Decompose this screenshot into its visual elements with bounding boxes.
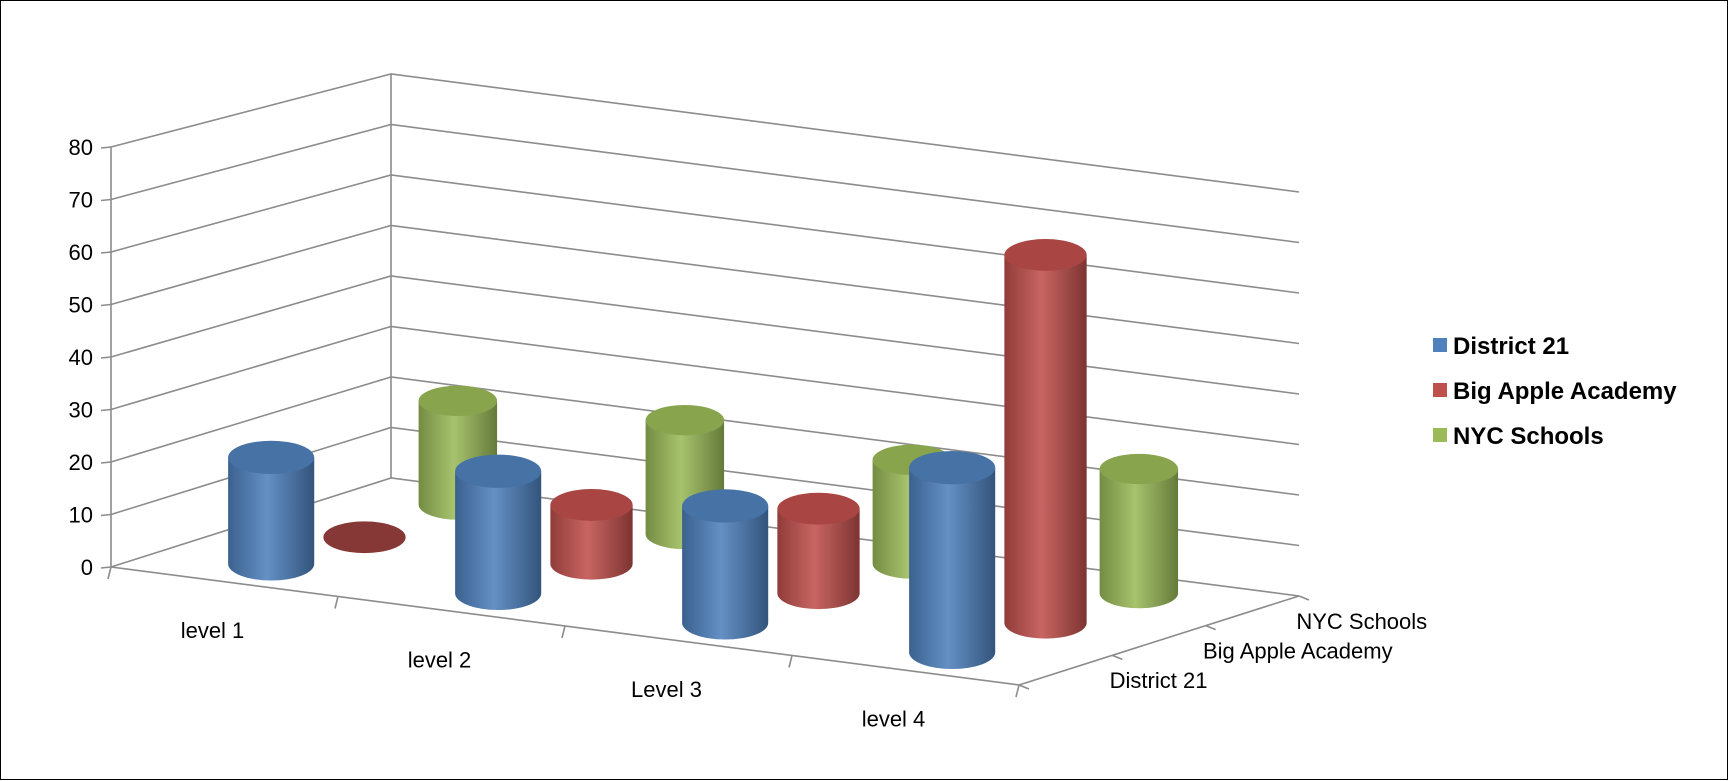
x-tick-label: level 4 (862, 706, 926, 731)
depth-tick-label: Big Apple Academy (1203, 639, 1393, 664)
gridline (110, 224, 1300, 345)
bar-top (1004, 239, 1087, 271)
bar-top (1099, 453, 1179, 485)
bar (1099, 453, 1179, 609)
y-tick-label: 50 (69, 293, 93, 318)
gridline (110, 123, 1300, 244)
bar (455, 454, 542, 611)
legend-swatch (1433, 383, 1447, 397)
bars (228, 239, 1179, 670)
y-tick-label: 20 (69, 450, 93, 475)
chart-walls (110, 73, 1300, 597)
gridline (110, 174, 1300, 294)
bar (228, 440, 315, 581)
x-tick (1015, 684, 1020, 698)
bar-body (1099, 469, 1179, 609)
y-tick (100, 566, 112, 569)
y-tick (100, 198, 112, 202)
bar-top (323, 521, 406, 554)
depth-axis-line (1018, 595, 1300, 686)
bar-body (909, 467, 996, 670)
bar-top (909, 450, 996, 485)
legend-swatch (1433, 428, 1447, 442)
depth-tick (1018, 684, 1030, 690)
legend-swatch (1433, 338, 1447, 352)
y-tick (100, 251, 112, 254)
bar (909, 450, 996, 670)
y-tick-label: 10 (69, 503, 93, 528)
bar-body (1004, 254, 1087, 639)
depth-tick (1205, 624, 1216, 631)
x-tick (788, 655, 793, 668)
y-tick (100, 356, 112, 359)
bar-top (777, 492, 860, 525)
x-tick-label: level 2 (408, 647, 472, 672)
legend-label: Big Apple Academy (1453, 378, 1677, 405)
gridline (110, 275, 1300, 395)
depth-axis-labels: District 21 Big Apple Academy NYC Schools (1018, 595, 1427, 693)
y-tick-label: 40 (69, 345, 93, 370)
bar (1004, 239, 1087, 639)
y-axis-ticks: 0 10 20 30 40 50 60 70 80 (69, 135, 112, 580)
legend: District 21 Big Apple Academy NYC Schools (1433, 333, 1677, 450)
bar-body (550, 504, 633, 580)
bar-top (455, 454, 542, 488)
x-tick-label: level 1 (181, 618, 245, 643)
bar-top (682, 489, 769, 523)
x-tick (107, 566, 112, 580)
y-tick (100, 408, 112, 412)
x-axis-labels: level 1 level 2 Level 3 level 4 (107, 566, 1020, 731)
bar (682, 489, 769, 640)
depth-tick-label: NYC Schools (1296, 609, 1427, 634)
y-tick-label: 80 (69, 135, 93, 160)
bar (550, 489, 633, 580)
bar-body (682, 505, 769, 640)
bar-top (228, 440, 315, 474)
legend-label: District 21 (1453, 333, 1569, 360)
bar-body (228, 457, 315, 581)
bar-body (777, 508, 860, 610)
y-tick-label: 70 (69, 188, 93, 213)
y-tick (100, 146, 112, 149)
gridline (110, 73, 1300, 193)
y-tick-label: 0 (81, 555, 93, 580)
bar-top (418, 385, 498, 416)
bar-top (645, 405, 725, 436)
y-tick-label: 30 (69, 398, 93, 423)
x-tick (561, 625, 566, 639)
y-tick (100, 303, 112, 307)
y-tick-label: 60 (69, 240, 93, 265)
bar-top (550, 489, 633, 521)
x-tick-label: Level 3 (631, 677, 702, 702)
bar-body (455, 471, 542, 611)
y-tick (100, 461, 112, 464)
bar (777, 492, 860, 610)
legend-label: NYC Schools (1453, 423, 1604, 450)
depth-tick (1298, 595, 1310, 601)
bar (323, 521, 406, 554)
x-tick (334, 596, 339, 609)
depth-tick-label: District 21 (1110, 668, 1208, 693)
y-tick (100, 513, 112, 517)
depth-tick (1112, 654, 1123, 661)
